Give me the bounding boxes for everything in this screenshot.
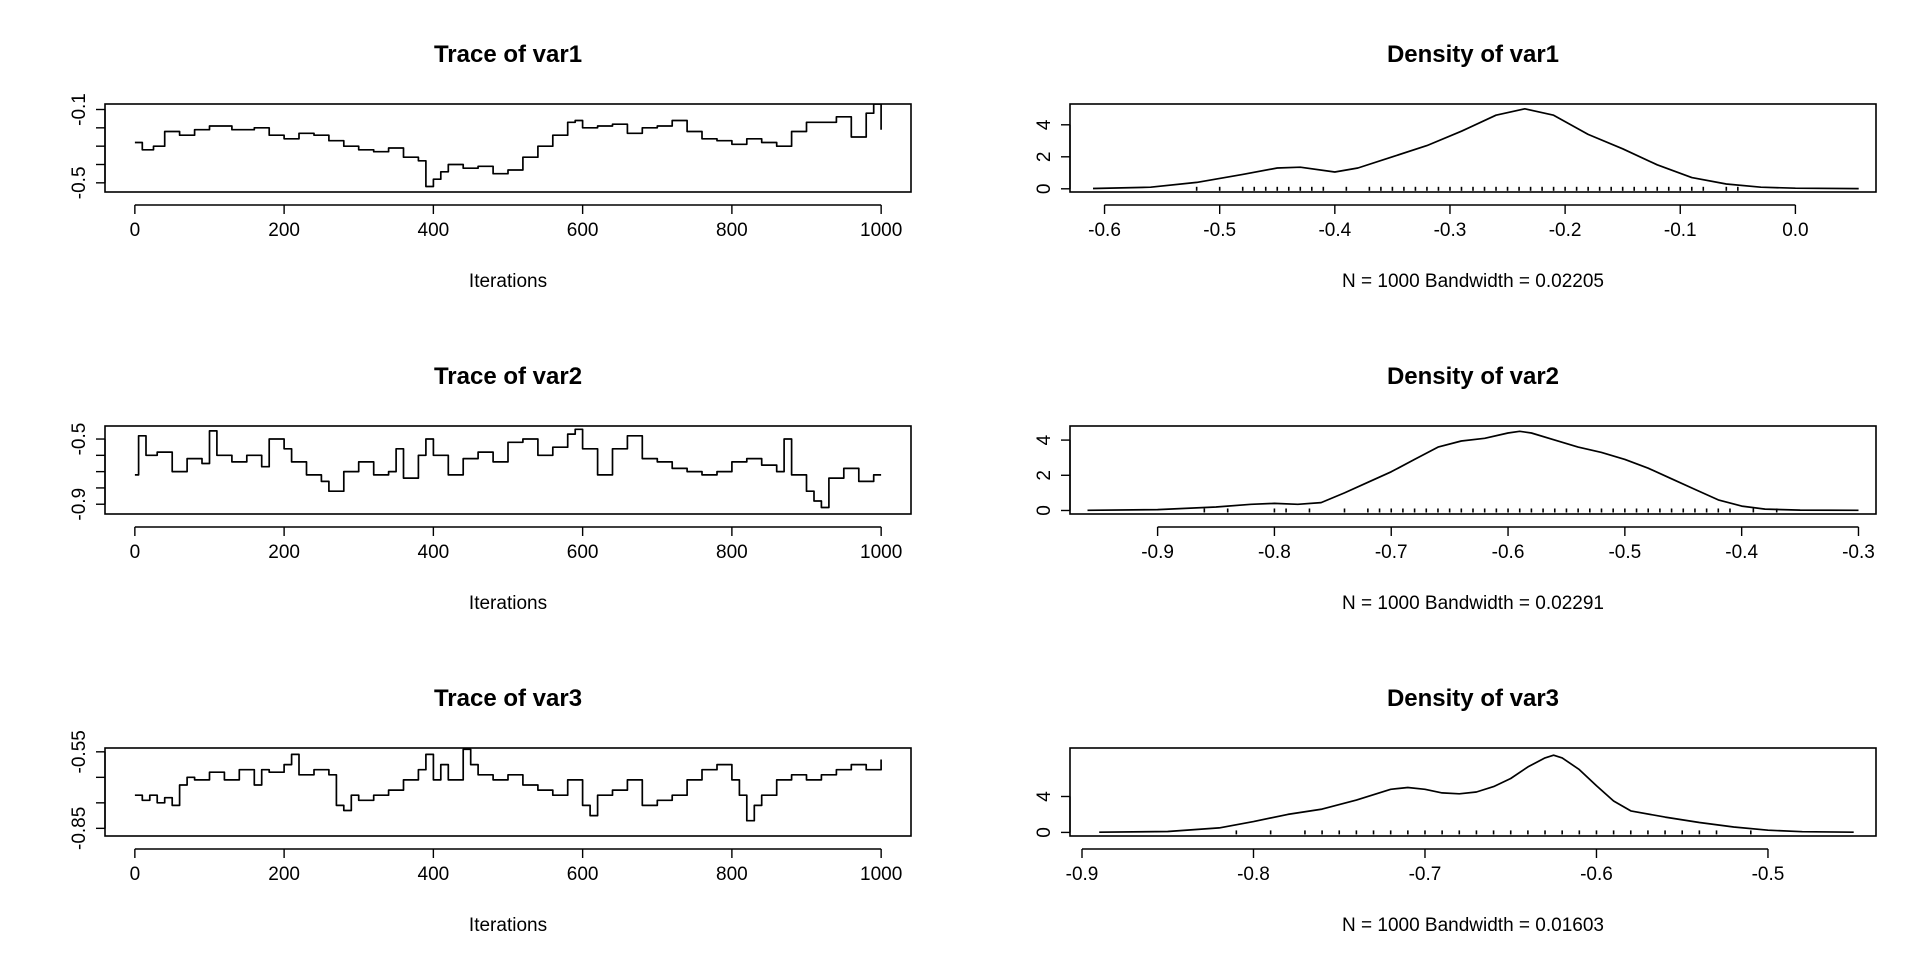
x-axis: 0 200 400 600 800 1000 [130, 204, 902, 241]
chart-panel-2: Density of var1 -0.6 -0.5 -0.4 -0.3 -0.2 -0.1 0… [1034, 41, 1877, 292]
y-axis: 0 2 4 [1034, 434, 1071, 516]
x-tick-label: -0.2 [1549, 220, 1582, 241]
x-tick-label: -0.7 [1375, 542, 1408, 563]
x-tick-label: -0.7 [1409, 864, 1442, 885]
series-line [1087, 430, 1859, 512]
x-tick-label: 600 [567, 864, 599, 885]
x-tick-label: 0 [130, 220, 141, 241]
x-tick-label: 600 [567, 220, 599, 241]
x-tick-label: -0.8 [1237, 864, 1270, 885]
x-tick-label: -0.3 [1434, 220, 1467, 241]
chart-title: Density of var3 [1387, 685, 1559, 712]
x-tick-label: -0.1 [1664, 220, 1697, 241]
y-tick-label: -0.1 [69, 93, 90, 126]
x-tick-label: -0.9 [1066, 864, 1099, 885]
plot-frame [1069, 747, 1877, 837]
x-tick-label: -0.8 [1258, 542, 1291, 563]
y-tick-label: 2 [1034, 470, 1055, 481]
y-tick-label: -0.9 [69, 488, 90, 521]
x-tick-label: -0.6 [1088, 220, 1121, 241]
series-line [1092, 107, 1859, 190]
x-axis-label: N = 1000 Bandwidth = 0.02291 [1342, 593, 1604, 614]
x-tick-label: 0 [130, 864, 141, 885]
x-axis: -0.9 -0.8 -0.7 -0.6 -0.5 -0.4 -0.3 [1141, 526, 1875, 563]
x-tick-label: -0.5 [1608, 542, 1641, 563]
x-tick-label: 200 [268, 864, 300, 885]
plot-frame [104, 747, 912, 837]
y-tick-label: -0.5 [69, 423, 90, 456]
rug [1235, 830, 1752, 835]
y-tick-label: 4 [1034, 791, 1055, 802]
chart-panel-1: Trace of var1 0 200 400 600 800 1000 Iterations… [69, 41, 912, 292]
x-tick-label: -0.6 [1580, 864, 1613, 885]
x-tick-label: 600 [567, 542, 599, 563]
chart-title: Density of var2 [1387, 363, 1559, 390]
x-tick-label: -0.5 [1203, 220, 1236, 241]
y-tick-label: 4 [1034, 119, 1055, 130]
chart-title: Density of var1 [1387, 41, 1559, 68]
y-tick-label: 4 [1034, 434, 1055, 445]
x-tick-label: -0.9 [1141, 542, 1174, 563]
chart-panel-6: Density of var3 -0.9 -0.8 -0.7 -0.6 -0.5 N = 1… [1034, 685, 1877, 936]
x-axis: 0 200 400 600 800 1000 [130, 526, 902, 563]
x-tick-label: 1000 [860, 220, 902, 241]
y-tick-label: 0 [1034, 505, 1055, 516]
x-tick-label: 400 [418, 220, 450, 241]
y-axis: -0.85 -0.55 [69, 730, 106, 850]
x-axis-label: N = 1000 Bandwidth = 0.02205 [1342, 271, 1604, 292]
plot-frame [104, 103, 912, 193]
x-axis: 0 200 400 600 800 1000 [130, 848, 902, 885]
x-tick-label: 800 [716, 864, 748, 885]
x-tick-label: -0.6 [1492, 542, 1525, 563]
series-line [134, 748, 882, 822]
y-axis: 04 [1034, 791, 1071, 838]
x-tick-label: -0.5 [1752, 864, 1785, 885]
y-axis: -0.5 -0.1 [69, 93, 106, 199]
chart-panel-4: Density of var2-0.9 -0.8 -0.7 -0.6 -0.5 -0.4-… [1034, 363, 1877, 614]
chart-title: Trace of var3 [434, 685, 582, 712]
y-tick-label: -0.55 [69, 730, 90, 773]
x-tick-label: 800 [716, 220, 748, 241]
x-tick-label: 0 [130, 542, 141, 563]
x-axis: -0.6 -0.5 -0.4 -0.3 -0.2 -0.1 0.0 [1088, 204, 1809, 241]
series-line [1099, 754, 1854, 834]
chart-panel-5: Trace of var3 0 200 400 600 800 1000 Iterations… [69, 685, 912, 936]
rug [1203, 508, 1778, 513]
chart-title: Trace of var2 [434, 363, 582, 390]
y-tick-label: -0.85 [69, 807, 90, 850]
x-tick-label: 200 [268, 220, 300, 241]
x-tick-label: 400 [418, 542, 450, 563]
x-tick-label: 1000 [860, 864, 902, 885]
x-tick-label: 200 [268, 542, 300, 563]
y-tick-label: 0 [1034, 827, 1055, 838]
series-line [134, 428, 882, 509]
rug [1195, 186, 1739, 191]
x-axis: -0.9 -0.8 -0.7 -0.6 -0.5 [1066, 848, 1785, 885]
series-line [134, 104, 882, 188]
x-tick-label: 800 [716, 542, 748, 563]
x-axis-label: N = 1000 Bandwidth = 0.01603 [1342, 915, 1604, 936]
x-tick-label: 400 [418, 864, 450, 885]
x-tick-label: -0.3 [1842, 542, 1875, 563]
x-axis-label: Iterations [469, 593, 547, 614]
plot-frame [1069, 103, 1877, 193]
y-tick-label: 2 [1034, 152, 1055, 163]
x-tick-label: 0.0 [1782, 220, 1808, 241]
y-tick-label: -0.5 [69, 166, 90, 199]
x-tick-label: -0.4 [1318, 220, 1351, 241]
y-axis: -0.9 -0.5 [69, 423, 106, 521]
x-axis-label: Iterations [469, 271, 547, 292]
chart-panel-3: Trace of var2 0 200 400 600 800 1000 Iterations… [69, 363, 912, 614]
x-tick-label: 1000 [860, 542, 902, 563]
y-axis: 0 2 4 [1034, 119, 1071, 195]
x-axis-label: Iterations [469, 915, 547, 936]
x-tick-label: -0.4 [1725, 542, 1758, 563]
y-tick-label: 0 [1034, 184, 1055, 195]
chart-title: Trace of var1 [434, 41, 582, 68]
